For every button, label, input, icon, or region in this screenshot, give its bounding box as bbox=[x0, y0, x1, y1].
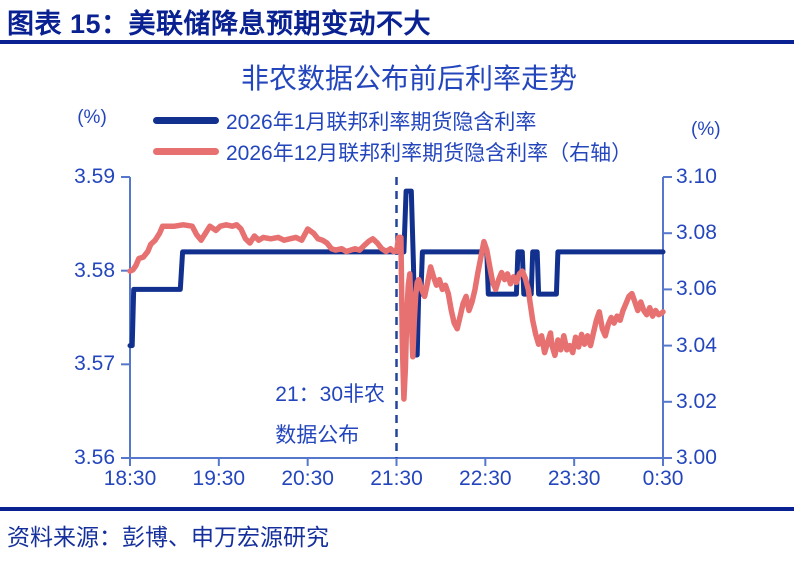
legend-line-swatch-red bbox=[153, 148, 219, 155]
x-axis-tick-label: 22:30 bbox=[459, 467, 512, 490]
figure-title: 图表 15：美联储降息预期变动不大 bbox=[7, 9, 432, 39]
x-axis-tick-label: 21:30 bbox=[370, 467, 423, 490]
legend-item-dec2026: 2026年12月联邦利率期货隐含利率（右轴） bbox=[153, 136, 632, 167]
header-underline bbox=[0, 40, 794, 44]
chart-title: 非农数据公布前后利率走势 bbox=[240, 63, 577, 94]
left-axis-tick-label: 3.56 bbox=[74, 446, 115, 469]
right-axis-tick-label: 3.04 bbox=[676, 333, 717, 357]
source-note: 资料来源：彭博、申万宏源研究 bbox=[7, 524, 329, 550]
right-axis-unit: (%) bbox=[691, 119, 721, 140]
right-axis-tick-label: 3.10 bbox=[676, 165, 717, 188]
series-line-jan2026 bbox=[127, 188, 666, 358]
legend-label-jan2026: 2026年1月联邦利率期货隐含利率 bbox=[226, 110, 537, 134]
right-axis-tick-label: 3.00 bbox=[676, 446, 717, 469]
left-axis-tick-label: 3.58 bbox=[74, 258, 115, 282]
legend-item-jan2026: 2026年1月联邦利率期货隐含利率 bbox=[153, 105, 632, 136]
legend-line-swatch-blue bbox=[153, 117, 219, 124]
event-annotation-line1: 21：30非农 bbox=[275, 383, 385, 406]
right-axis-tick-label: 3.06 bbox=[676, 277, 717, 301]
x-axis-tick-label: 0:30 bbox=[642, 467, 684, 490]
x-axis-tick-label: 19:30 bbox=[192, 467, 246, 490]
x-axis-tick-label: 18:30 bbox=[103, 467, 157, 490]
event-annotation-line2: 数据公布 bbox=[275, 424, 360, 447]
right-axis-tick-label: 3.02 bbox=[676, 389, 717, 413]
bottom-rule bbox=[0, 507, 794, 511]
left-axis-tick-label: 3.57 bbox=[74, 352, 115, 376]
legend-label-dec2026: 2026年12月联邦利率期货隐含利率（右轴） bbox=[226, 141, 633, 165]
series-line-dec2026 bbox=[127, 222, 666, 402]
x-axis-tick-label: 23:30 bbox=[547, 467, 601, 490]
event-annotation: 21：30非农 数据公布 bbox=[275, 374, 385, 456]
left-axis-tick-label: 3.59 bbox=[74, 165, 115, 188]
left-axis-unit: (%) bbox=[77, 107, 107, 128]
x-axis-tick-label: 20:30 bbox=[281, 467, 334, 490]
right-axis-tick-label: 3.08 bbox=[676, 221, 717, 245]
chart-legend: 2026年1月联邦利率期货隐含利率 2026年12月联邦利率期货隐含利率（右轴） bbox=[153, 105, 632, 167]
